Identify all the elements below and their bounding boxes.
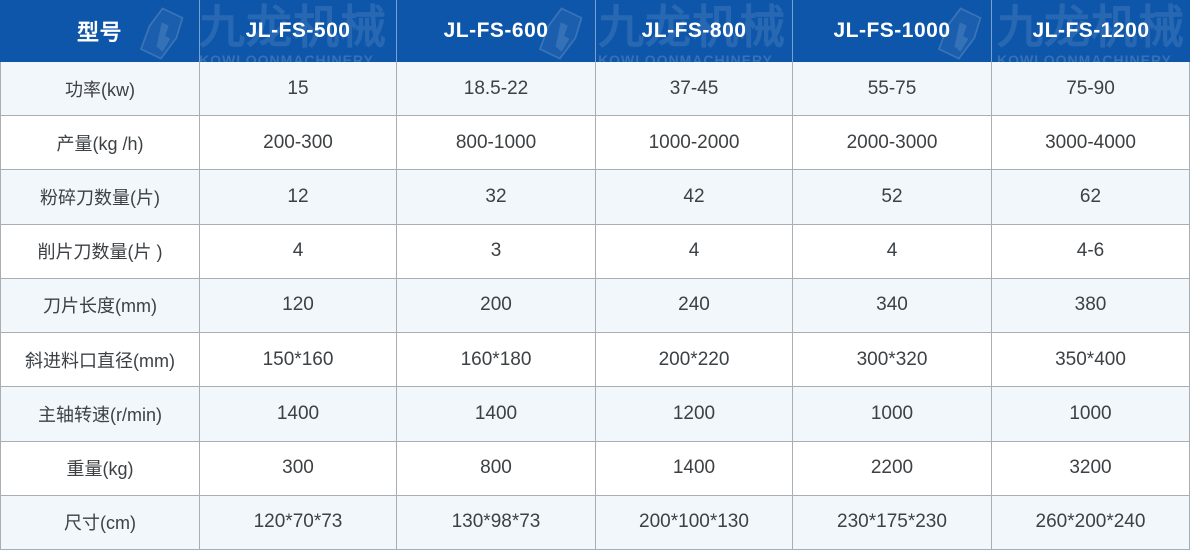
cell-value: 37-45 xyxy=(596,62,793,116)
cell-value: 4 xyxy=(596,224,793,278)
cell-value: 800-1000 xyxy=(397,116,596,170)
cell-value: 32 xyxy=(397,170,596,224)
table-body: 功率(kw) 15 18.5-22 37-45 55-75 75-90 产量(kg /h) 2… xyxy=(0,62,1190,550)
cell-value: 3 xyxy=(397,224,596,278)
cell-value: 340 xyxy=(793,278,992,333)
table-row: 斜进料口直径(mm) 150*160 160*180 200*220 300*320 35… xyxy=(0,333,1190,388)
cell-value: 240 xyxy=(596,278,793,333)
header-cell-model-label: 型号 xyxy=(0,0,200,62)
cell-value: 1400 xyxy=(200,387,397,441)
cell-value: 200 xyxy=(397,278,596,333)
cell-value: 200*100*130 xyxy=(596,495,793,549)
cell-value: 200*220 xyxy=(596,333,793,387)
cell-value: 1000 xyxy=(992,387,1190,441)
row-label: 产量(kg /h) xyxy=(0,116,200,170)
cell-value: 52 xyxy=(793,170,992,224)
table-row: 粉碎刀数量(片) 12 32 42 52 62 xyxy=(0,170,1190,225)
table-row: 产量(kg /h) 200-300 800-1000 1000-2000 2000-30… xyxy=(0,116,1190,171)
cell-value: 260*200*240 xyxy=(992,495,1190,549)
table-header-row: 九龙机械 KOWLOONMACHINERY 九龙机械 KOWLOONMACHIN… xyxy=(0,0,1190,62)
header-cell-model-4: JL-FS-1000 xyxy=(793,0,992,62)
cell-value: 380 xyxy=(992,278,1190,333)
cell-value: 55-75 xyxy=(793,62,992,116)
cell-value: 12 xyxy=(200,170,397,224)
row-label: 尺寸(cm) xyxy=(0,495,200,549)
header-cell-model-2: JL-FS-600 xyxy=(397,0,596,62)
cell-value: 75-90 xyxy=(992,62,1190,116)
cell-value: 3200 xyxy=(992,441,1190,495)
row-label: 重量(kg) xyxy=(0,441,200,495)
cell-value: 62 xyxy=(992,170,1190,224)
cell-value: 150*160 xyxy=(200,333,397,387)
cell-value: 200-300 xyxy=(200,116,397,170)
cell-value: 1400 xyxy=(397,387,596,441)
table-row: 刀片长度(mm) 120 200 240 340 380 xyxy=(0,278,1190,334)
cell-value: 120 xyxy=(200,278,397,333)
table-row: 主轴转速(r/min) 1400 1400 1200 1000 1000 xyxy=(0,387,1190,442)
table-row: 功率(kw) 15 18.5-22 37-45 55-75 75-90 xyxy=(0,62,1190,117)
cell-value: 300 xyxy=(200,441,397,495)
cell-value: 300*320 xyxy=(793,333,992,387)
cell-value: 15 xyxy=(200,62,397,116)
cell-value: 230*175*230 xyxy=(793,495,992,549)
cell-value: 1000-2000 xyxy=(596,116,793,170)
row-label: 削片刀数量(片 ) xyxy=(0,224,200,278)
cell-value: 2200 xyxy=(793,441,992,495)
cell-value: 800 xyxy=(397,441,596,495)
cell-value: 160*180 xyxy=(397,333,596,387)
cell-value: 18.5-22 xyxy=(397,62,596,116)
cell-value: 1400 xyxy=(596,441,793,495)
cell-value: 1000 xyxy=(793,387,992,441)
row-label: 刀片长度(mm) xyxy=(0,278,200,333)
cell-value: 4 xyxy=(793,224,992,278)
row-label: 粉碎刀数量(片) xyxy=(0,170,200,224)
cell-value: 42 xyxy=(596,170,793,224)
header-cell-model-1: JL-FS-500 xyxy=(200,0,397,62)
cell-value: 120*70*73 xyxy=(200,495,397,549)
cell-value: 4 xyxy=(200,224,397,278)
header-cell-model-3: JL-FS-800 xyxy=(596,0,793,62)
cell-value: 2000-3000 xyxy=(793,116,992,170)
cell-value: 4-6 xyxy=(992,224,1190,278)
row-label: 斜进料口直径(mm) xyxy=(0,333,200,387)
table-row: 尺寸(cm) 120*70*73 130*98*73 200*100*130 230*1… xyxy=(0,495,1190,549)
cell-value: 350*400 xyxy=(992,333,1190,387)
cell-value: 1200 xyxy=(596,387,793,441)
header-cell-model-5: JL-FS-1200 xyxy=(1032,19,1150,42)
table-row: 削片刀数量(片 ) 4 3 4 4 4-6 xyxy=(0,224,1190,279)
cell-value: 130*98*73 xyxy=(397,495,596,549)
row-label: 功率(kw) xyxy=(0,62,200,116)
cell-value: 3000-4000 xyxy=(992,116,1190,170)
row-label: 主轴转速(r/min) xyxy=(0,387,200,441)
table-row: 重量(kg) 300 800 1400 2200 3200 xyxy=(0,441,1190,496)
